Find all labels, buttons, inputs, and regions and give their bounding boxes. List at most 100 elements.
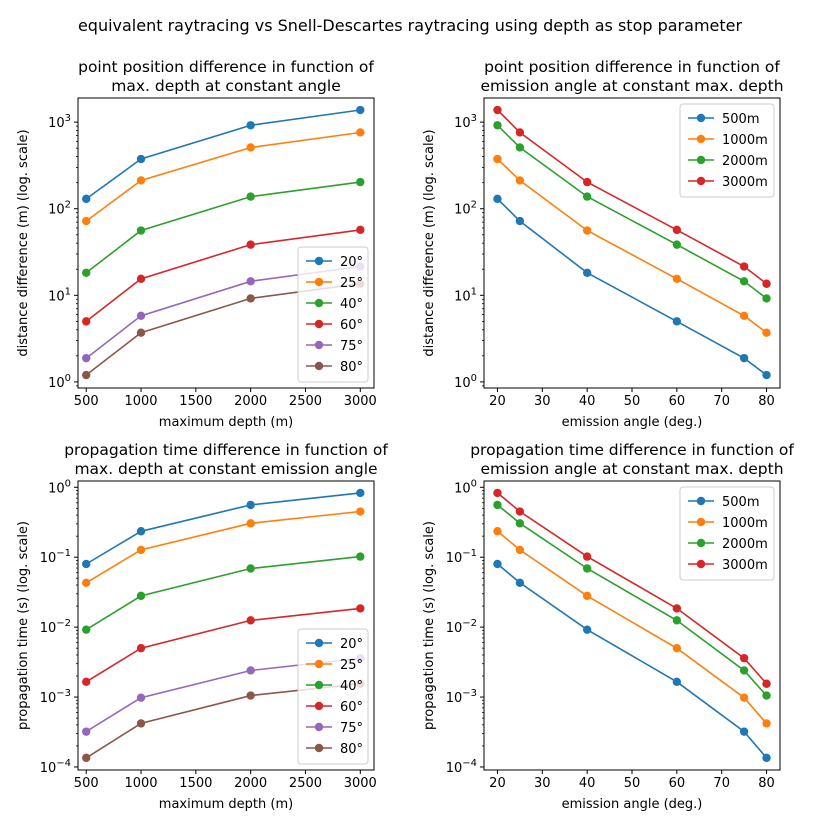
- legend-label: 20°: [340, 637, 363, 652]
- y-tick-label: 10−4: [40, 758, 71, 776]
- x-tick-label: 1000: [124, 776, 157, 791]
- x-tick-label: 40: [579, 394, 596, 409]
- series-2: [82, 128, 365, 226]
- x-tick-label: 40: [579, 776, 596, 791]
- series-line: [85, 229, 361, 323]
- series-2: [493, 154, 771, 337]
- data-point: [672, 616, 682, 625]
- legend-marker: [314, 277, 324, 287]
- x-tick-label: 70: [713, 776, 730, 791]
- data-point: [582, 564, 592, 573]
- series-1: [82, 105, 365, 204]
- data-point: [515, 176, 525, 185]
- data-point: [82, 216, 91, 226]
- data-point: [672, 317, 682, 326]
- series-1: [493, 194, 771, 380]
- data-point: [82, 559, 91, 569]
- series-3: [493, 121, 771, 303]
- plot-area: [77, 480, 375, 771]
- subplot-2: point position difference in function of…: [422, 58, 784, 430]
- legend-label: 60°: [340, 318, 363, 333]
- legend-marker: [696, 538, 706, 548]
- legend-marker: [314, 361, 324, 371]
- legend-marker: [314, 659, 324, 669]
- data-point: [82, 578, 91, 588]
- data-point: [582, 192, 592, 201]
- y-tick-label: 10−2: [446, 618, 477, 636]
- y-tick-label: 100: [48, 478, 71, 496]
- data-point: [762, 753, 771, 763]
- data-point: [246, 192, 255, 201]
- data-point: [762, 679, 771, 688]
- data-point: [739, 311, 749, 320]
- y-tick-label: 10−1: [446, 548, 477, 566]
- legend-label: 1000m: [722, 516, 768, 531]
- legend-label: 3000m: [722, 558, 768, 573]
- legend: 20° 25° 40° 60° 75° 80°: [297, 246, 369, 383]
- data-point: [246, 519, 255, 528]
- data-point: [762, 328, 771, 337]
- x-tick-label: 3000: [344, 394, 377, 409]
- data-point: [493, 527, 502, 536]
- data-point: [82, 317, 91, 326]
- subplot-title-line: emission angle at constant max. depth: [480, 460, 783, 478]
- legend-marker: [314, 701, 324, 711]
- y-tick-label: 102: [454, 200, 477, 218]
- legend-box: [679, 103, 775, 198]
- legend-label: 40°: [340, 679, 363, 694]
- legend-marker: [696, 496, 706, 506]
- legend-label: 80°: [340, 742, 363, 757]
- series-line: [496, 530, 768, 724]
- data-point: [515, 507, 525, 516]
- y-tick-label: 10−1: [40, 548, 71, 566]
- x-tick-label: 20: [489, 394, 506, 409]
- x-tick-label: 3000: [344, 776, 377, 791]
- data-point: [672, 604, 682, 613]
- series-line: [85, 109, 361, 200]
- subplot-title-line: propagation time difference in function …: [64, 441, 388, 459]
- legend-marker: [696, 559, 706, 569]
- data-point: [246, 294, 255, 303]
- y-tick-label: 10−4: [446, 758, 477, 776]
- subplot-title-line: point position difference in function of: [78, 58, 374, 76]
- x-tick-label: 80: [758, 394, 775, 409]
- data-point: [82, 353, 91, 363]
- x-tick-label: 2500: [289, 394, 322, 409]
- data-point: [493, 488, 502, 498]
- data-point: [762, 691, 771, 700]
- data-point: [136, 643, 146, 653]
- y-tick-label: 10−3: [40, 688, 71, 706]
- data-point: [672, 240, 682, 249]
- x-tick-label: 60: [669, 776, 686, 791]
- data-point: [356, 507, 365, 516]
- legend-label: 2000m: [722, 154, 768, 169]
- data-point: [356, 225, 365, 235]
- legend-label: 40°: [340, 297, 363, 312]
- data-point: [493, 559, 502, 569]
- y-axis-label: propagation time (s) (log. scale): [422, 521, 437, 730]
- x-tick-label: 50: [624, 776, 641, 791]
- legend-label: 500m: [722, 112, 759, 127]
- y-tick-label: 103: [48, 113, 71, 131]
- series-line: [496, 109, 767, 285]
- data-point: [136, 176, 146, 185]
- series-line: [85, 492, 361, 565]
- subplot-title-line: max. depth at constant angle: [111, 77, 340, 95]
- series-4: [493, 105, 771, 288]
- series-line: [496, 158, 767, 334]
- data-point: [762, 719, 771, 728]
- x-axis-label: emission angle (deg.): [562, 415, 703, 430]
- series-line: [85, 555, 361, 631]
- series-4: [493, 488, 771, 688]
- figure-title: equivalent raytracing vs Snell-Descartes…: [78, 16, 743, 35]
- legend-label: 60°: [340, 700, 363, 715]
- series-1: [493, 559, 771, 763]
- data-point: [672, 643, 682, 653]
- data-point: [82, 753, 91, 763]
- series-4: [82, 225, 365, 326]
- data-point: [136, 545, 146, 555]
- data-point: [246, 500, 255, 510]
- x-tick-label: 2000: [234, 776, 267, 791]
- x-tick-label: 1500: [179, 394, 212, 409]
